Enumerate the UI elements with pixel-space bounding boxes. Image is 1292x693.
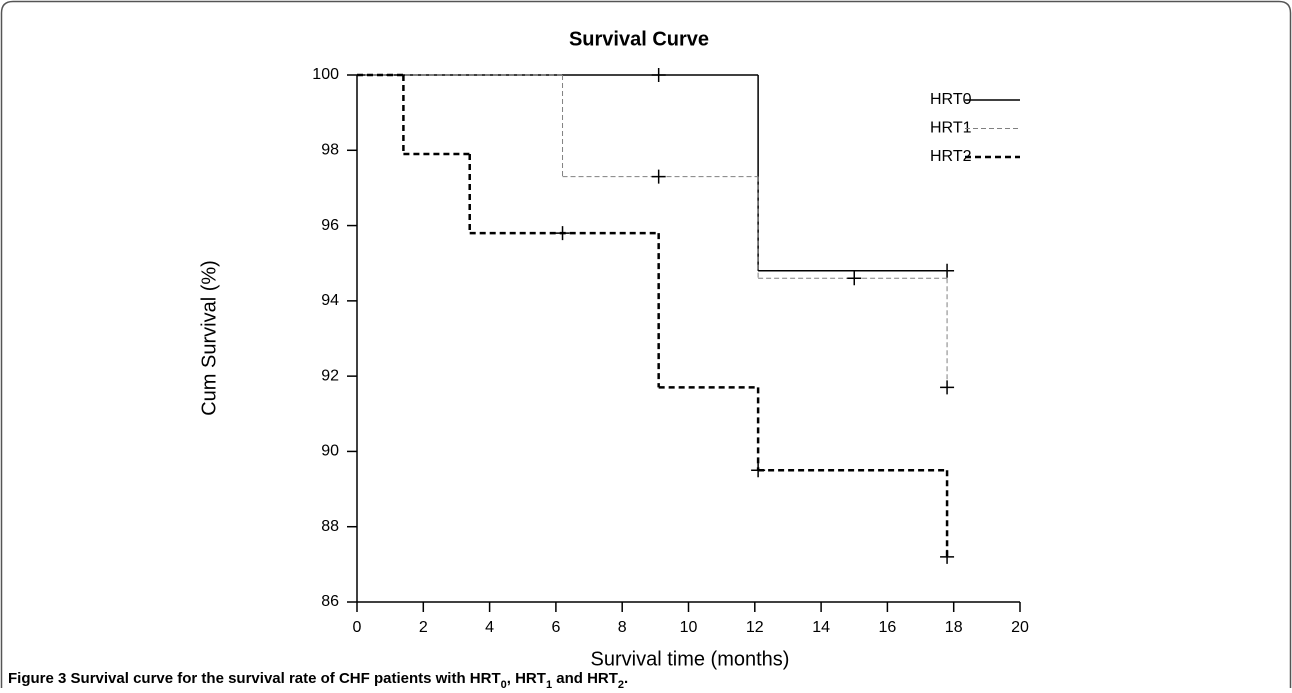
y-tick-label: 96 bbox=[321, 217, 339, 234]
x-tick-label: 18 bbox=[945, 619, 963, 636]
x-tick-label: 8 bbox=[618, 619, 627, 636]
caption-text: and HRT bbox=[552, 670, 618, 687]
chart-title: Survival Curve bbox=[569, 28, 709, 50]
censor-mark bbox=[940, 263, 955, 278]
x-tick-label: 0 bbox=[353, 619, 362, 636]
y-tick-label: 86 bbox=[321, 593, 339, 610]
caption-subscript: 2 bbox=[618, 679, 624, 688]
caption-subscript: 1 bbox=[546, 679, 552, 688]
x-tick-label: 6 bbox=[551, 619, 560, 636]
caption-text: Survival curve for the survival rate of … bbox=[71, 670, 501, 687]
censor-mark bbox=[940, 549, 955, 564]
y-tick-label: 92 bbox=[321, 367, 339, 384]
censor-mark bbox=[651, 169, 666, 184]
x-tick-label: 16 bbox=[879, 619, 897, 636]
y-tick-label: 88 bbox=[321, 518, 339, 535]
x-tick-label: 14 bbox=[812, 619, 830, 636]
x-tick-label: 20 bbox=[1011, 619, 1029, 636]
censor-mark bbox=[847, 271, 862, 286]
x-axis-label: Survival time (months) bbox=[591, 648, 790, 670]
y-tick-label: 100 bbox=[312, 66, 339, 83]
legend-label: HRT0 bbox=[930, 91, 972, 108]
x-tick-label: 12 bbox=[746, 619, 764, 636]
caption-text: , HRT bbox=[507, 670, 546, 687]
x-tick-label: 2 bbox=[419, 619, 428, 636]
y-axis-label: Cum Survival (%) bbox=[198, 260, 220, 416]
censor-mark bbox=[751, 463, 766, 478]
y-tick-label: 94 bbox=[321, 292, 339, 309]
censor-mark bbox=[940, 380, 955, 395]
x-tick-label: 10 bbox=[680, 619, 698, 636]
legend-label: HRT1 bbox=[930, 120, 972, 137]
legend-label: HRT2 bbox=[930, 148, 972, 165]
censor-mark bbox=[651, 68, 666, 82]
caption: Figure 3 Survival curve for the survival… bbox=[8, 670, 628, 688]
x-tick-label: 4 bbox=[485, 619, 494, 636]
caption-subscript: 0 bbox=[501, 679, 507, 688]
y-tick-label: 98 bbox=[321, 142, 339, 159]
caption-text: . bbox=[624, 670, 628, 687]
caption-label: Figure 3 bbox=[8, 670, 66, 687]
y-tick-label: 90 bbox=[321, 443, 339, 460]
censor-mark bbox=[555, 226, 570, 241]
